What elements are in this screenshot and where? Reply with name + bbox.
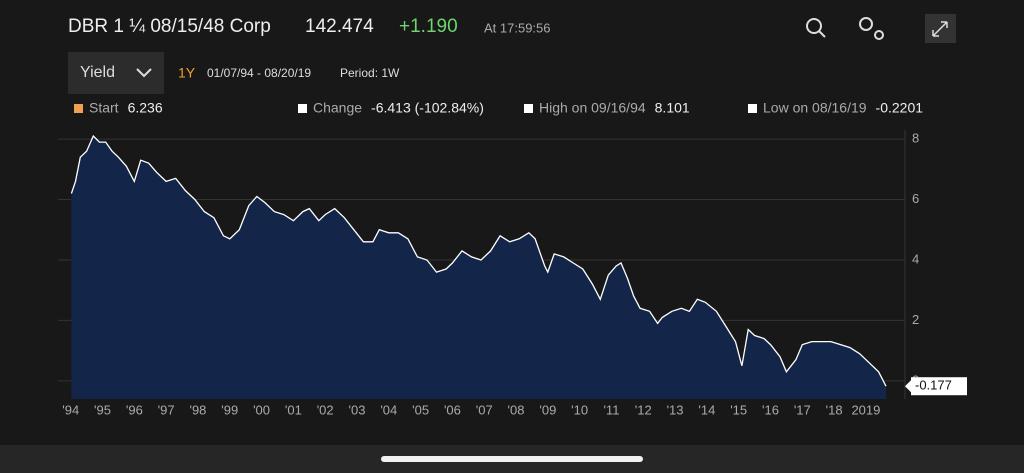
x-tick-label: '01 <box>285 402 302 417</box>
x-tick-label: '96 <box>126 402 143 417</box>
stats-row: Start 6.236 Change -6.413 (-102.84%) High on… <box>74 100 923 116</box>
search-icon[interactable] <box>806 18 826 38</box>
x-tick-label: '00 <box>253 402 270 417</box>
x-tick-label: '95 <box>94 402 111 417</box>
search-handle <box>818 30 826 38</box>
x-tick-label: '12 <box>635 402 652 417</box>
area <box>71 136 886 399</box>
security-title: DBR 1 ¼ 08/15/48 Corp <box>68 16 271 37</box>
y-tick-label: 8 <box>912 131 919 146</box>
x-tick-label: '17 <box>794 402 811 417</box>
stat-swatch <box>748 104 757 113</box>
x-tick-label: 2019 <box>851 402 880 417</box>
stat-swatch <box>74 104 83 113</box>
stat-value: -6.413 (-102.84%) <box>371 100 484 116</box>
x-tick-label: '04 <box>380 402 397 417</box>
collapse-icon <box>932 21 948 37</box>
stat-value: 8.101 <box>655 100 690 116</box>
range-button[interactable]: 1Y <box>178 65 196 81</box>
last-pointer <box>905 380 911 393</box>
y-tick-label: 4 <box>912 251 919 266</box>
y-tick-label: 6 <box>912 191 919 206</box>
stat-value: 6.236 <box>128 100 163 116</box>
gear-small <box>874 30 884 40</box>
stat-label: Start <box>89 100 119 116</box>
dropdown-chevron <box>136 68 152 78</box>
stat-label: Change <box>313 100 362 116</box>
stat-label: Low on 08/16/19 <box>763 100 867 116</box>
x-tick-label: '05 <box>412 402 429 417</box>
last-value-label: -0.177 <box>915 378 952 393</box>
price-change: +1.190 <box>399 16 458 37</box>
x-tick-label: '16 <box>762 402 779 417</box>
x-tick-label: '03 <box>349 402 366 417</box>
search-glass <box>806 18 822 34</box>
period: Period: 1W <box>340 66 400 80</box>
x-tick-label: '94 <box>62 402 79 417</box>
stat-value: -0.2201 <box>876 100 924 116</box>
gear-large <box>859 17 873 31</box>
x-tick-label: '10 <box>571 402 588 417</box>
x-tick-label: '14 <box>698 402 715 417</box>
x-tick-label: '18 <box>826 402 843 417</box>
x-tick-label: '02 <box>317 402 334 417</box>
timestamp: At 17:59:56 <box>484 20 551 35</box>
home-indicator <box>381 456 643 462</box>
stat-label: High on 09/16/94 <box>539 100 646 116</box>
x-tick-label: '97 <box>158 402 175 417</box>
x-tick-label: '09 <box>539 402 556 417</box>
price: 142.474 <box>305 16 374 37</box>
x-tick-label: '07 <box>476 402 493 417</box>
x-tick-label: '08 <box>508 402 525 417</box>
x-tick-label: '98 <box>189 402 206 417</box>
x-tick-label: '15 <box>730 402 747 417</box>
stat-swatch <box>298 104 307 113</box>
y-tick-label: 2 <box>912 312 919 327</box>
x-tick-label: '06 <box>444 402 461 417</box>
x-tick-label: '11 <box>603 402 619 417</box>
field-label: Yield <box>80 64 115 81</box>
x-tick-label: '13 <box>667 402 684 417</box>
line <box>70 134 887 387</box>
settings-icon[interactable] <box>859 17 884 40</box>
stat-swatch <box>524 104 533 113</box>
last-label-box <box>911 377 967 396</box>
x-tick-label: '99 <box>221 402 238 417</box>
date-range: 01/07/94 - 08/20/19 <box>207 66 311 80</box>
chart: 02468'94'95'96'97'98'99'00'01'02'03'04'0… <box>58 130 967 417</box>
